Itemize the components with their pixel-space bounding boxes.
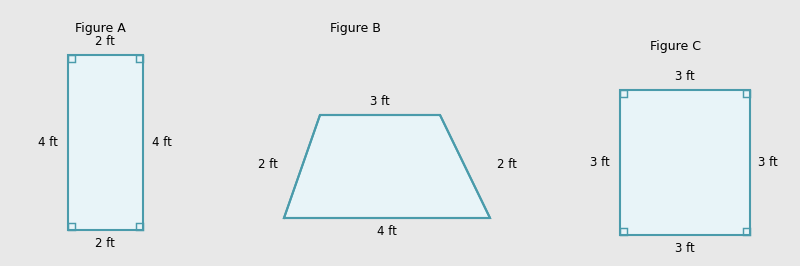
- Bar: [620, 90, 627, 97]
- Text: 3 ft: 3 ft: [370, 95, 390, 108]
- Text: 2 ft: 2 ft: [258, 159, 278, 172]
- Polygon shape: [284, 115, 490, 218]
- Text: 3 ft: 3 ft: [758, 156, 778, 169]
- Text: Figure C: Figure C: [650, 40, 701, 53]
- Bar: [743, 90, 750, 97]
- Bar: [136, 55, 143, 62]
- Text: 2 ft: 2 ft: [95, 237, 115, 250]
- Bar: [68, 55, 75, 62]
- Text: 4 ft: 4 ft: [377, 225, 397, 238]
- Bar: [620, 90, 750, 235]
- Text: 2 ft: 2 ft: [497, 159, 517, 172]
- Bar: [743, 228, 750, 235]
- Text: 3 ft: 3 ft: [590, 156, 610, 169]
- Text: 4 ft: 4 ft: [38, 136, 58, 149]
- Text: 2 ft: 2 ft: [95, 35, 115, 48]
- Text: 4 ft: 4 ft: [152, 136, 172, 149]
- Text: Figure A: Figure A: [75, 22, 126, 35]
- Text: Figure B: Figure B: [330, 22, 381, 35]
- Text: 3 ft: 3 ft: [675, 242, 695, 255]
- Bar: [68, 223, 75, 230]
- Text: 3 ft: 3 ft: [675, 70, 695, 83]
- Bar: [620, 228, 627, 235]
- Bar: [136, 223, 143, 230]
- Bar: [68, 55, 143, 230]
